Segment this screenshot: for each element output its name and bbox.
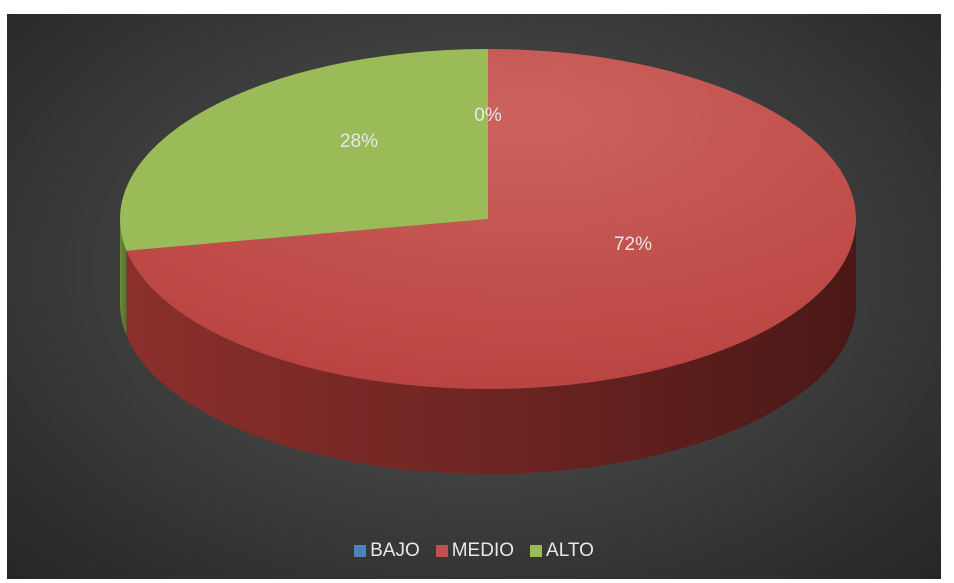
legend-swatch-bajo [354,545,367,557]
legend-item-bajo: BAJO [354,540,420,562]
legend: BAJO MEDIO ALTO [7,540,941,562]
data-label-bajo: 0% [474,105,502,126]
pie-chart [119,49,856,475]
legend-item-alto: ALTO [530,540,594,562]
legend-label-medio: MEDIO [451,540,515,561]
legend-swatch-alto [530,545,543,557]
pie-side-alto [120,219,127,336]
data-label-alto: 28% [339,131,379,152]
legend-label-bajo: BAJO [370,540,420,561]
data-label-medio: 72% [613,234,653,255]
legend-swatch-medio [435,545,448,557]
pie-slice-alto [119,49,488,251]
legend-label-alto: ALTO [546,540,594,561]
chart-area: 0% 72% 28% BAJO MEDIO ALTO [7,14,941,579]
pie-side-medio [126,219,856,475]
legend-item-medio: MEDIO [435,540,515,562]
pie-slice-medio [126,49,856,389]
